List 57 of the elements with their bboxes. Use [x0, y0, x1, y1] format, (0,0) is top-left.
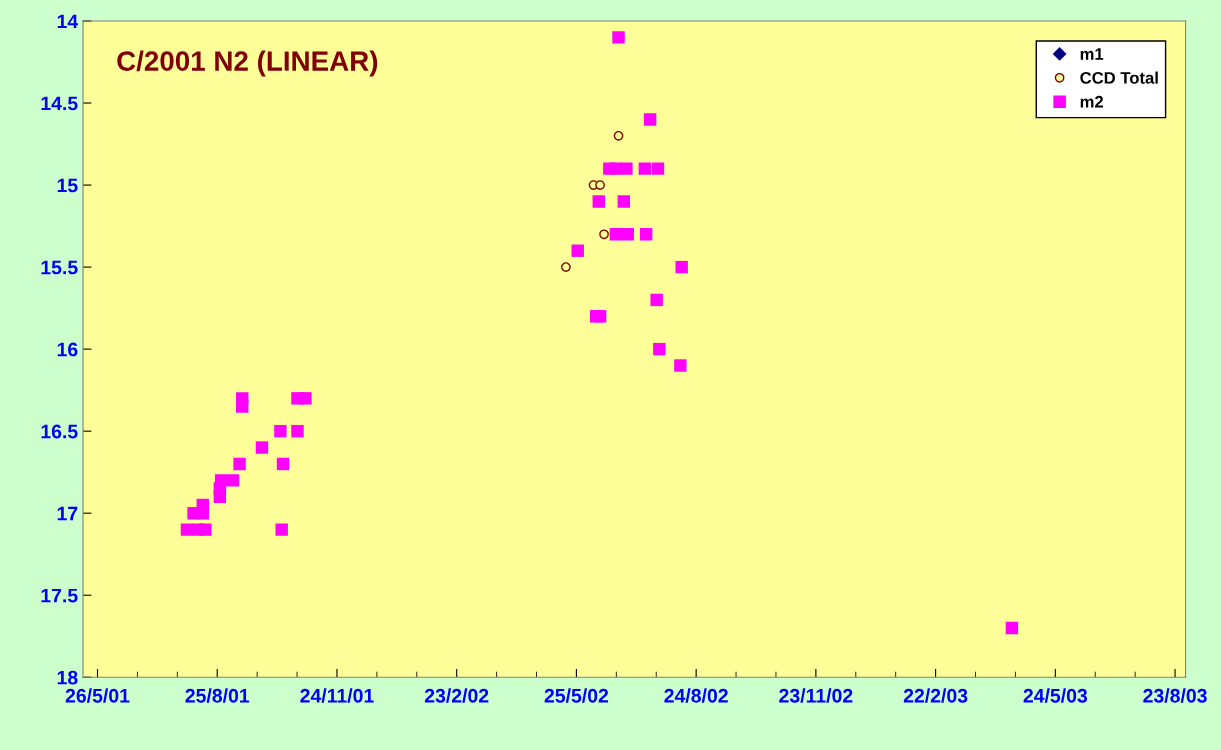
point — [199, 523, 212, 536]
y-tick-label: 17 — [57, 506, 78, 521]
x-tick-label: 22/2/03 — [903, 688, 968, 703]
x-tick-label: 24/11/01 — [300, 688, 374, 703]
point — [675, 260, 688, 274]
point — [621, 228, 634, 241]
point — [617, 195, 630, 208]
point — [595, 180, 605, 190]
point — [592, 195, 605, 208]
x-tick-label: 25/8/01 — [185, 688, 250, 703]
point — [609, 228, 623, 241]
point — [593, 310, 607, 323]
x-tick-label: 24/5/03 — [1023, 688, 1088, 703]
point — [226, 474, 240, 487]
point — [651, 162, 665, 175]
y-tick-label: 17.5 — [41, 588, 78, 603]
legend-label: m2 — [1080, 95, 1104, 108]
point — [275, 523, 288, 536]
point — [255, 441, 269, 454]
x-tick-label: 23/8/03 — [1143, 688, 1207, 703]
point — [299, 392, 312, 405]
point — [650, 293, 663, 307]
y-tick-label: 15.5 — [41, 260, 78, 275]
point — [613, 130, 624, 141]
point — [196, 506, 209, 520]
y-tick-label: 18 — [57, 670, 78, 685]
point — [291, 424, 304, 438]
point — [599, 229, 609, 240]
x-tick-label: 24/8/02 — [664, 688, 728, 703]
x-tick-label: 23/2/02 — [424, 688, 489, 703]
x-tick-label: 25/5/02 — [544, 688, 609, 703]
point — [274, 424, 287, 438]
x-tick-label: 23/11/02 — [779, 688, 853, 703]
point — [180, 523, 194, 536]
point — [276, 457, 290, 471]
point — [612, 31, 625, 44]
y-tick-label: 15 — [57, 178, 78, 193]
point — [643, 113, 657, 126]
point — [638, 162, 652, 175]
point — [236, 400, 249, 413]
y-tick-label: 16.5 — [41, 424, 78, 439]
point — [674, 359, 687, 372]
y-tick-label: 14.5 — [41, 96, 78, 111]
legend-label: CCD Total — [1080, 71, 1158, 84]
point — [561, 262, 571, 272]
point — [639, 228, 653, 241]
y-tick-label: 16 — [57, 342, 78, 357]
x-tick-label: 26/5/01 — [65, 688, 130, 703]
point — [571, 244, 584, 257]
point — [213, 490, 227, 503]
text: C/2001 N2 (LINEAR) — [117, 50, 378, 77]
point — [653, 342, 666, 356]
point — [620, 162, 633, 175]
legend-label: m1 — [1080, 48, 1104, 60]
y-tick-label: 14 — [57, 14, 79, 29]
point — [1005, 621, 1019, 635]
point — [233, 457, 246, 471]
